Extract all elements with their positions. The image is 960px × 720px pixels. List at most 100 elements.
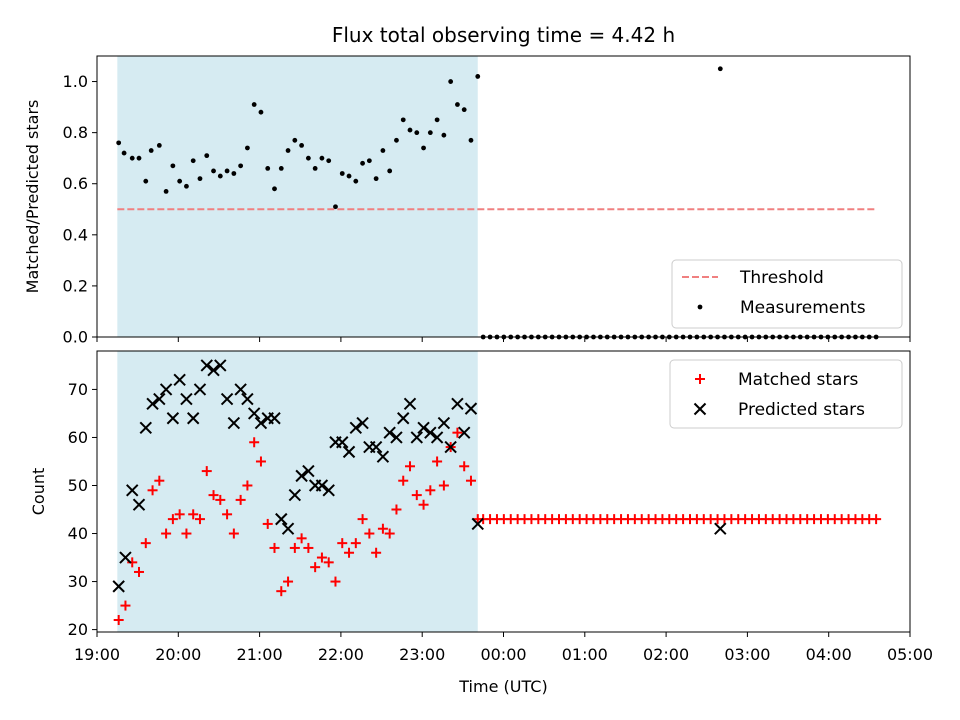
matched-star-point <box>201 466 212 477</box>
matched-star-point <box>459 461 470 472</box>
matched-star-point <box>276 586 287 597</box>
predicted-star-point <box>397 412 410 425</box>
matched-star-point <box>228 528 239 539</box>
predicted-star-point <box>451 397 464 411</box>
predicted-star-point <box>173 373 186 387</box>
measurement-point <box>407 127 413 133</box>
matched-star-point <box>350 538 361 549</box>
matched-star-point <box>405 461 416 472</box>
measurement-point <box>170 163 176 169</box>
predicted-star-point <box>714 522 727 535</box>
predicted-star-point <box>430 431 444 444</box>
matched-star-point <box>283 576 294 587</box>
predicted-star-point <box>200 359 213 372</box>
x-tick-label: 00:00 <box>480 645 526 664</box>
predicted-star-point <box>126 484 139 497</box>
measurement-point <box>468 137 474 143</box>
measurement-point <box>184 183 189 189</box>
matched-star-point <box>398 475 409 486</box>
legend-measurements-swatch <box>697 304 703 310</box>
bottom-legend-box <box>669 359 903 429</box>
predicted-star-point <box>288 488 302 502</box>
measurement-point <box>197 176 203 182</box>
matched-star-point <box>181 528 192 539</box>
measurement-point <box>441 132 447 138</box>
matched-star-point <box>134 566 145 577</box>
x-stroke <box>403 397 417 411</box>
x-stroke <box>444 440 457 454</box>
x-stroke <box>288 488 302 502</box>
top-x-ticks <box>96 337 911 342</box>
x-stroke <box>437 416 451 430</box>
x-stroke <box>356 416 369 430</box>
bottom-y-axis-label: Count <box>29 468 48 516</box>
x-stroke <box>383 426 396 439</box>
measurement-point <box>156 143 162 148</box>
predicted-star-point <box>464 402 478 415</box>
measurement-point <box>373 176 379 182</box>
predicted-star-point <box>376 450 390 463</box>
x-stroke <box>410 431 423 444</box>
x-stroke <box>369 440 383 454</box>
measurement-point <box>224 168 230 174</box>
y-tick-label: 50 <box>68 476 88 495</box>
measurement-point <box>265 166 271 171</box>
x-stroke <box>119 551 132 564</box>
matched-star-point <box>310 562 321 573</box>
matched-star-point <box>465 475 476 486</box>
matched-stars-points <box>113 427 882 625</box>
x-stroke <box>471 517 484 531</box>
matched-star-point <box>432 456 443 467</box>
x-tick-label: 02:00 <box>643 645 689 664</box>
top-panel: 0.0 0.2 0.4 0.6 0.8 1.0 Flux total observing … <box>23 23 911 347</box>
predicted-star-point <box>207 364 220 377</box>
measurement-point <box>177 178 183 184</box>
x-stroke <box>186 412 200 425</box>
measurement-point <box>394 137 399 143</box>
x-stroke <box>200 359 213 372</box>
predicted-star-point <box>268 412 281 425</box>
matched-star-point <box>215 494 226 505</box>
measurement-point <box>292 137 298 143</box>
predicted-star-point <box>112 580 125 593</box>
measurement-point <box>366 158 372 164</box>
x-stroke <box>247 407 261 420</box>
predicted-star-point <box>193 383 207 396</box>
x-stroke <box>112 580 125 593</box>
matched-star-point <box>289 542 300 553</box>
x-stroke <box>451 397 464 411</box>
x-stroke <box>281 522 295 535</box>
x-stroke <box>268 412 281 425</box>
matched-star-point <box>357 514 368 525</box>
measurement-point <box>121 150 127 156</box>
matched-star-point <box>303 542 314 553</box>
x-stroke <box>693 402 707 416</box>
x-stroke <box>430 431 444 444</box>
measurement-point <box>461 107 467 113</box>
predicted-star-point <box>241 392 254 406</box>
matched-star-point <box>262 518 273 529</box>
x-stroke <box>180 392 193 406</box>
matched-star-point <box>316 552 327 563</box>
measurement-point <box>251 102 257 107</box>
y-tick-label: 0.4 <box>63 225 88 244</box>
x-stroke <box>166 412 180 425</box>
predicted-star-point <box>444 440 457 454</box>
x-stroke <box>139 421 152 435</box>
predicted-star-point <box>410 431 423 444</box>
y-tick-label: 20 <box>68 620 88 639</box>
measurement-point <box>305 155 311 161</box>
top-shaded-region <box>117 56 478 337</box>
measurement-point <box>434 117 440 123</box>
predicted-star-point <box>356 416 369 430</box>
matched-star-point <box>418 499 429 510</box>
matched-star-point <box>188 509 199 520</box>
measurement-point <box>414 130 420 136</box>
legend-measurements-label: Measurements <box>740 298 866 318</box>
matched-star-point <box>208 490 219 501</box>
legend-matched-label: Matched stars <box>738 370 858 390</box>
x-stroke <box>153 392 166 406</box>
measurement-point <box>400 117 406 123</box>
measurement-point <box>278 166 284 171</box>
measurement-point <box>238 163 244 169</box>
